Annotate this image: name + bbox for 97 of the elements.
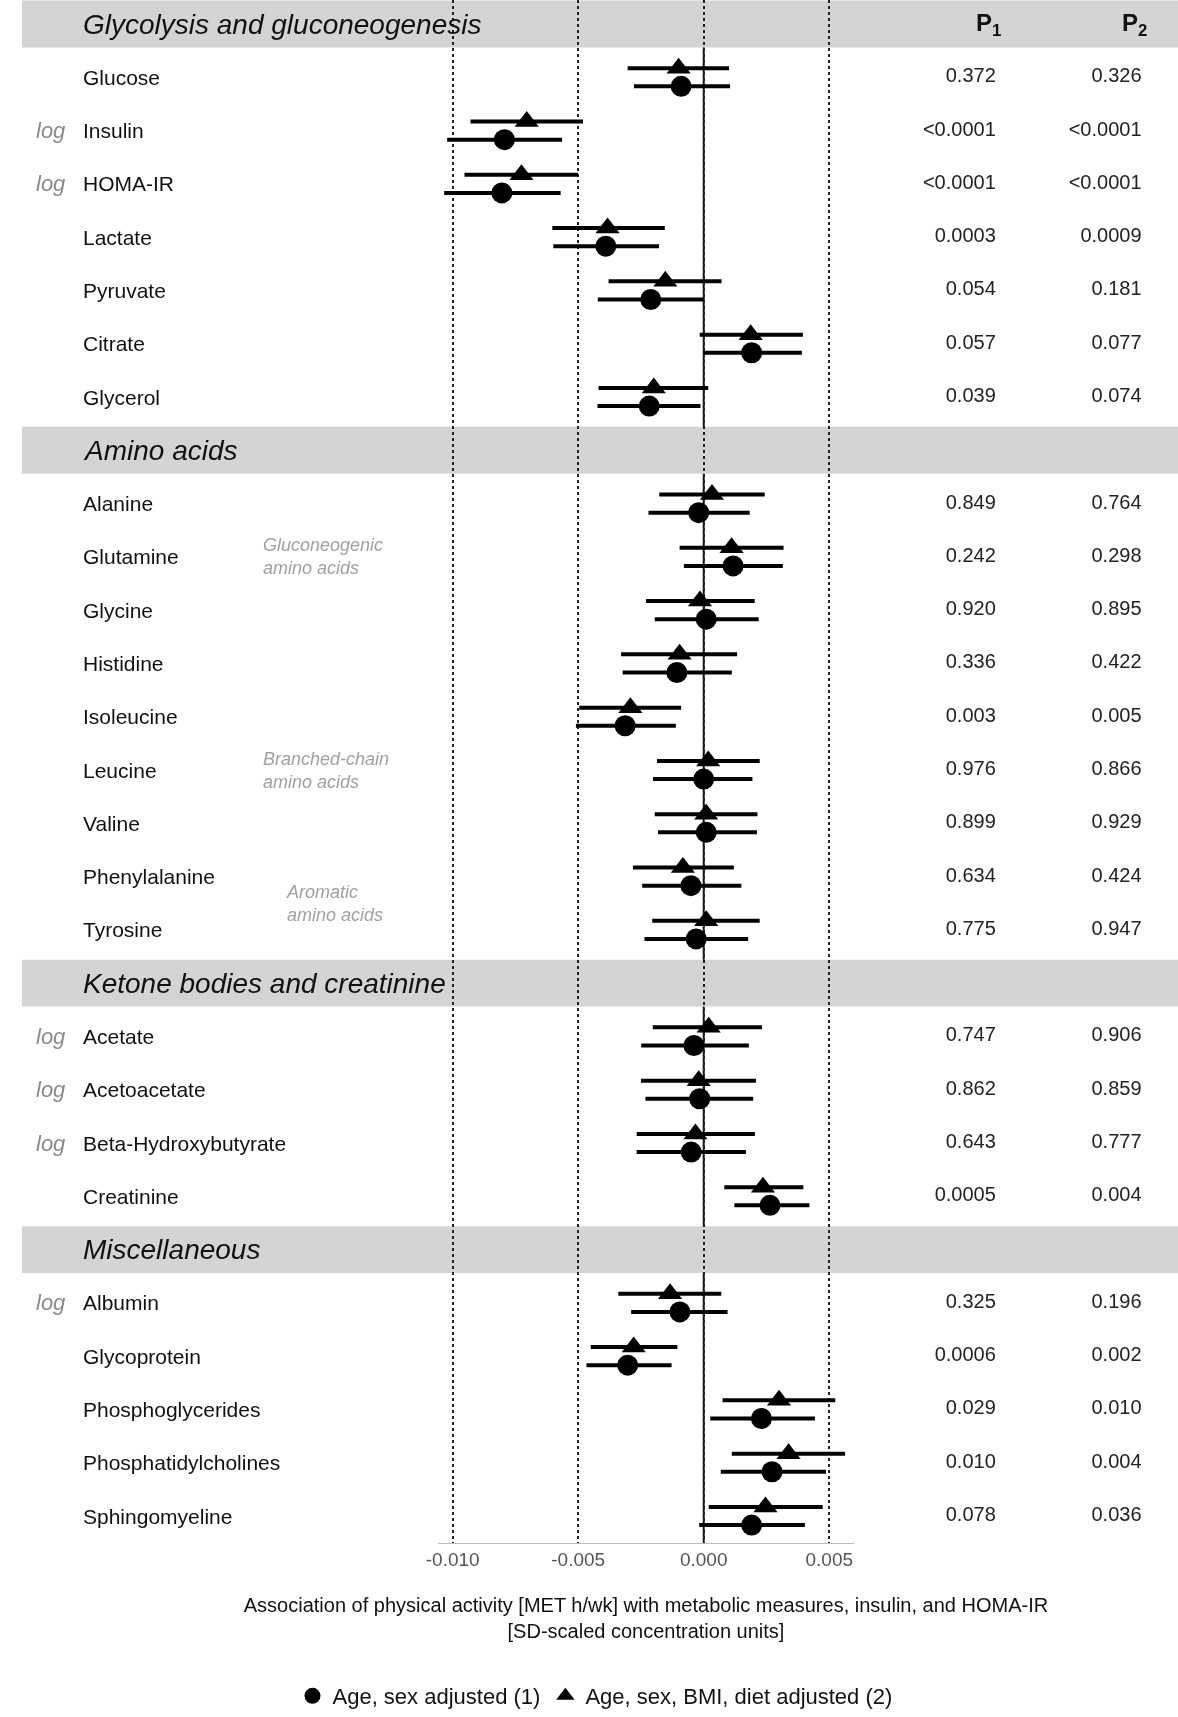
x-tick-label: 0.005 [805,1549,853,1571]
y-tick-label: Albumin [83,1291,159,1314]
y-tick-label: Glycerol [83,386,161,409]
text: 0.004 [1091,1183,1142,1206]
text: 0.899 [945,810,996,833]
text: 0.764 [1091,490,1142,513]
text: Branched-chain amino acids [263,749,390,793]
y-tick-label: Pyruvate [83,279,166,302]
text: 0.326 [1091,64,1142,87]
text: 0.074 [1091,384,1142,406]
text: 0.976 [945,757,996,779]
text: 0.242 [945,543,996,566]
text: log [36,1131,67,1156]
y-tick-label: Sphingomyeline [83,1505,233,1528]
y-tick-label: Citrate [83,332,145,355]
text: 0.775 [945,916,996,939]
y-tick-label: Glutamine [83,545,179,568]
text: 0.002 [1091,1343,1142,1366]
text: log [36,171,67,196]
text: Gluconeogenic amino acids [263,535,384,579]
text: 0.325 [945,1289,996,1312]
text: 0.634 [945,863,996,886]
x-tick-label: P$_{1}$ [976,9,1002,41]
text: 0.920 [945,597,996,620]
text: 0.039 [945,384,996,406]
y-tick-label: HOMA-IR [83,172,174,195]
text: 0.054 [945,277,996,300]
text: log [36,118,67,143]
y-tick-label: Glycoprotein [83,1345,201,1368]
text: <0.0001 [922,170,996,193]
text: 0.010 [945,1449,996,1472]
text: 0.849 [945,490,996,513]
y-tick-label: Tyrosine [83,918,163,941]
text: 0.298 [1091,543,1142,566]
text: 0.929 [1091,810,1142,833]
text: log [36,1024,67,1049]
text: 0.181 [1091,277,1142,300]
text: 0.424 [1091,863,1142,886]
text: 0.010 [1091,1396,1142,1419]
text: 0.0006 [934,1343,996,1366]
y-tick-label: Insulin [83,119,144,142]
legend-label: Age, sex, BMI, diet adjusted (2) [585,1684,893,1710]
y-tick-label: Phosphoglycerides [83,1398,261,1421]
text: 0.0003 [934,224,996,247]
y-tick-label: Isoleucine [83,705,178,728]
text: 0.029 [945,1396,996,1419]
legend-label: Age, sex adjusted (1) [332,1684,541,1710]
text: 0.906 [1091,1023,1142,1046]
y-tick-label: Amino acids [83,435,238,466]
y-tick-label: Miscellaneous [83,1234,261,1265]
text: <0.0001 [1068,117,1142,140]
text: 0.196 [1091,1289,1142,1312]
y-tick-label: Leucine [83,759,157,782]
text: 0.078 [945,1503,996,1525]
text: 0.005 [1091,703,1142,726]
y-tick-label: Beta-Hydroxybutyrate [83,1132,287,1155]
text: Aromatic amino acids [286,882,384,926]
text: 0.747 [945,1023,996,1046]
text: 0.003 [945,703,996,726]
y-tick-label: Glycine [83,599,154,622]
y-tick-label: Histidine [83,652,164,675]
y-tick-label: Creatinine [83,1185,179,1208]
text: 0.057 [945,330,996,353]
x-tick-label: -0.010 [425,1549,480,1571]
y-tick-label: Phosphatidylcholines [83,1451,281,1474]
text: 0.0005 [934,1183,996,1206]
text: 0.0009 [1080,224,1142,247]
text: 0.895 [1091,597,1142,620]
text: 0.777 [1091,1130,1142,1152]
text: log [36,1290,67,1315]
y-tick-label: Valine [83,812,140,835]
text: 0.077 [1091,330,1142,353]
y-tick-label: Glucose [83,66,161,89]
text: 0.866 [1091,757,1142,779]
text: 0.036 [1091,1503,1142,1525]
text: 0.336 [945,650,996,673]
text: 0.862 [945,1076,996,1099]
text: 0.422 [1091,650,1142,673]
x-tick-label: -0.005 [551,1549,606,1571]
x-axis-title: Association of physical activity [MET h/wk] with metabolic measures, insulin, and HOMA-IR [SD-scaled concentration units] [243,1593,1049,1642]
text: 0.859 [1091,1076,1142,1099]
x-tick-label: P$_{2}$ [1122,9,1148,41]
text: 0.643 [945,1130,996,1152]
text: 0.372 [945,64,996,87]
y-tick-label: Acetate [83,1025,155,1048]
y-tick-label: Lactate [83,226,152,249]
y-tick-label: Alanine [83,492,154,515]
y-tick-label: Glycolysis and gluconeogenesis [83,9,482,40]
text: <0.0001 [922,117,996,140]
text: 0.004 [1091,1449,1142,1472]
text: log [36,1077,67,1102]
y-tick-label: Ketone bodies and creatinine [83,968,446,999]
y-tick-label: Acetoacetate [83,1078,206,1101]
x-tick-label: 0.000 [679,1549,728,1571]
y-tick-label: Phenylalanine [83,865,215,888]
text: <0.0001 [1068,170,1142,193]
text: 0.947 [1091,916,1142,939]
